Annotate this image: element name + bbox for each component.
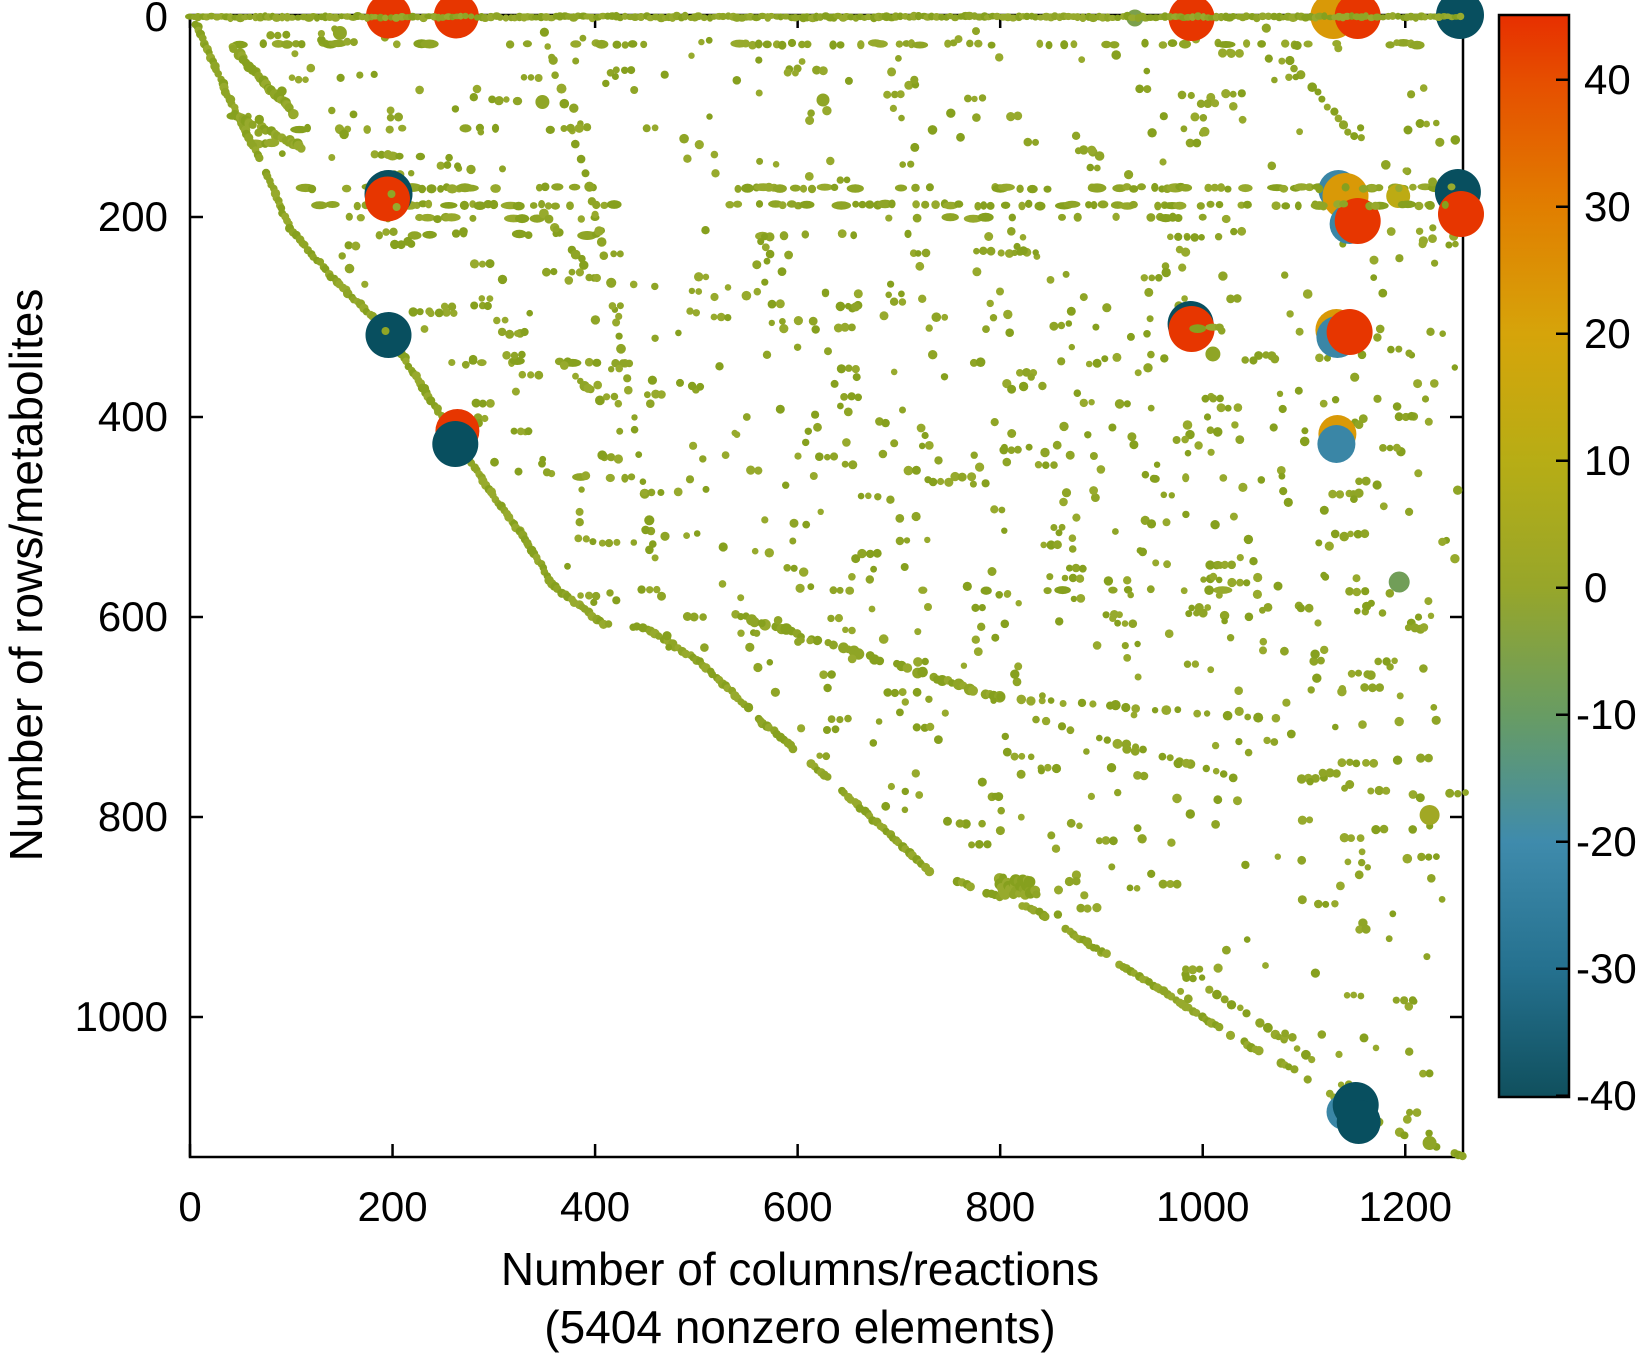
y-tick-label: 400 [97, 393, 168, 440]
colorbar-tick-label: -10 [1576, 690, 1637, 738]
colorbar-tick-label: -40 [1576, 1071, 1637, 1119]
x-tick-label: 0 [178, 1183, 202, 1230]
highlight-markers [332, 0, 1484, 1150]
x-tick-label: 600 [762, 1183, 833, 1230]
x-tick-label: 1000 [1156, 1183, 1250, 1230]
colorbar-tick-label: -30 [1576, 944, 1637, 992]
y-tick-label: 1000 [74, 993, 168, 1040]
y-axis-label: Number of rows/metabolites [0, 288, 52, 862]
y-tick-label: 200 [97, 193, 168, 240]
x-tick-label: 800 [965, 1183, 1036, 1230]
colorbar-tick-label: 30 [1584, 182, 1631, 230]
colorbar-tick-label: 0 [1584, 563, 1608, 611]
colorbar-tick-label: 40 [1584, 55, 1631, 103]
x-tick-label: 200 [357, 1183, 428, 1230]
overlay-dots [185, 12, 1465, 335]
y-tick-label: 800 [97, 793, 168, 840]
x-axis-label-line1: Number of columns/reactions [500, 1243, 1100, 1295]
colorbar [1497, 13, 1571, 1099]
x-axis-label-line2: (5404 nonzero elements) [544, 1301, 1056, 1353]
x-tick-label: 1200 [1358, 1183, 1452, 1230]
y-tick-label: 0 [144, 0, 168, 40]
colorbar-tick-label: 20 [1584, 309, 1631, 357]
colorbar-tick-label: 10 [1584, 436, 1631, 484]
y-tick-label: 600 [97, 593, 168, 640]
x-tick-label: 400 [560, 1183, 631, 1230]
colorbar-tick-label: -20 [1576, 817, 1637, 865]
